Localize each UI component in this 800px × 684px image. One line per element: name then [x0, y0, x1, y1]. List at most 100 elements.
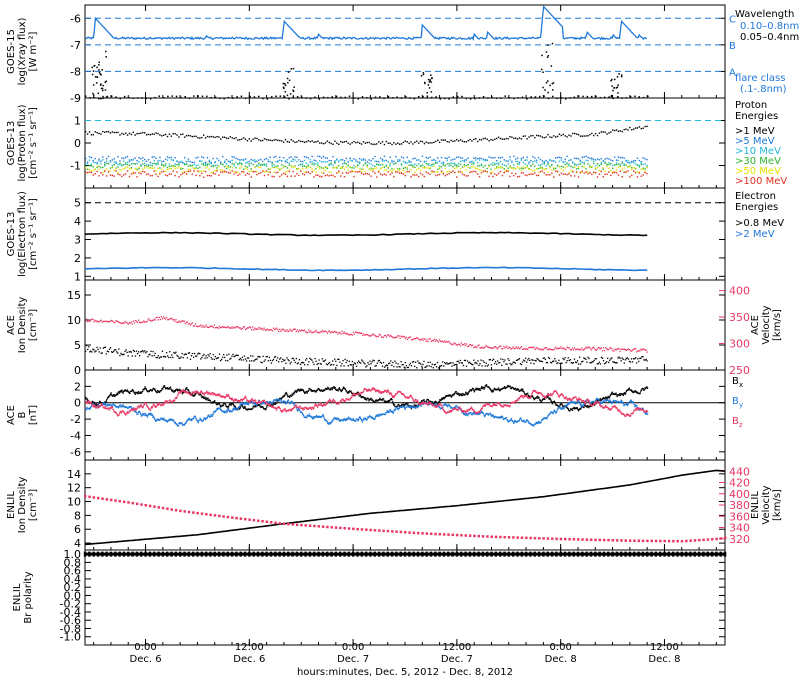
series-ace-density-point [180, 356, 181, 357]
series-proton-point [129, 165, 130, 166]
series-proton-point [403, 173, 404, 174]
series-proton-point [564, 164, 565, 165]
series-ace-velocity-point [240, 327, 241, 328]
series-ace-b-point [331, 422, 332, 423]
series-proton-point [140, 133, 141, 134]
series-ace-b-point [262, 403, 263, 404]
series-ace-b-point [225, 404, 226, 405]
series-proton-point [249, 163, 250, 164]
series-proton-point [182, 163, 183, 164]
series-proton-point [437, 162, 438, 163]
series-proton-point [182, 134, 183, 135]
series-ace-b-point [261, 404, 262, 405]
series-xray-short-point [614, 79, 616, 81]
series-ace-b-point [640, 392, 641, 393]
series-proton-point [603, 168, 604, 169]
series-xray-short-point [517, 97, 519, 99]
series-ace-b-point [173, 391, 174, 392]
series-ace-density-point [150, 351, 151, 352]
series-ace-density-point [619, 358, 620, 359]
series-proton-point [591, 174, 592, 175]
series-proton-point [374, 156, 375, 157]
series-proton-point [186, 164, 187, 165]
series-xray-short-point [228, 97, 230, 99]
series-ace-density-point [251, 360, 252, 361]
series-ace-b-point [139, 391, 140, 392]
series-ace-b-point [338, 418, 339, 419]
series-proton-point [308, 166, 309, 167]
series-ace-density-point [594, 360, 595, 361]
series-proton-point [319, 166, 320, 167]
series-xray-short-point [546, 82, 548, 84]
series-ace-density-point [275, 356, 276, 357]
series-ace-density-point [603, 360, 604, 361]
series-proton-point [625, 164, 626, 165]
series-ace-velocity-point [516, 346, 517, 347]
series-proton-point [555, 170, 556, 171]
series-proton-point [273, 171, 274, 172]
series-ace-b-point [340, 389, 341, 390]
series-proton-point [601, 162, 602, 163]
series-proton-point [593, 159, 594, 160]
series-ace-b-point [456, 391, 457, 392]
series-ace-density-point [580, 363, 581, 364]
series-ace-density-point [371, 361, 372, 362]
series-ace-density-point [405, 362, 406, 363]
series-ace-velocity-point [502, 348, 503, 349]
series-ace-b-point [330, 389, 331, 390]
series-proton-point [464, 161, 465, 162]
series-ace-density-point [212, 359, 213, 360]
series-xray-short-point [167, 96, 169, 98]
series-proton-point [369, 162, 370, 163]
series-proton-point [431, 165, 432, 166]
series-proton-point [87, 161, 88, 162]
series-ace-density-point [441, 365, 442, 366]
series-proton-point [623, 167, 624, 168]
series-proton-point [125, 167, 126, 168]
series-ace-density-point [493, 359, 494, 360]
series-ace-density-point [223, 354, 224, 355]
series-ace-b-point [451, 407, 452, 408]
series-ace-b-point [121, 390, 122, 391]
series-proton-point [422, 174, 423, 175]
series-proton-point [618, 167, 619, 168]
series-proton-point [475, 138, 476, 139]
series-proton-point [268, 171, 269, 172]
series-ace-velocity-point [608, 349, 609, 350]
series-proton-point [620, 157, 621, 158]
series-ace-density-point [282, 359, 283, 360]
series-proton-point [433, 171, 434, 172]
series-ace-density-point [625, 359, 626, 360]
series-ace-density-point [290, 362, 291, 363]
series-ace-velocity-point [288, 330, 289, 331]
series-ace-velocity-point [560, 346, 561, 347]
series-ace-density-point [333, 364, 334, 365]
series-proton-point [163, 171, 164, 172]
series-proton-point [597, 135, 598, 136]
series-xray-short-point [569, 97, 571, 99]
series-ace-b-point [239, 407, 240, 408]
series-ace-b-point [623, 395, 624, 396]
series-proton-point [496, 174, 497, 175]
axis-label-xray: log(Xray flux) [17, 18, 28, 86]
series-proton-point [370, 164, 371, 165]
series-proton-point [410, 165, 411, 166]
series-ace-b-point [86, 409, 87, 410]
series-proton-point [601, 158, 602, 159]
series-proton-point [340, 167, 341, 168]
series-ace-velocity-point [89, 321, 90, 322]
series-ace-b-point [407, 405, 408, 406]
series-proton-point [603, 131, 604, 132]
series-proton-point [606, 174, 607, 175]
series-proton-point [167, 156, 168, 157]
axis-label-enlil-density: ENLIL [6, 491, 17, 519]
series-ace-density-point [616, 362, 617, 363]
series-proton-point [239, 159, 240, 160]
series-proton-point [184, 164, 185, 165]
series-ace-density-point [118, 348, 119, 349]
series-ace-b-point [113, 394, 114, 395]
series-ace-b-point [459, 395, 460, 396]
series-ace-density-point [632, 361, 633, 362]
series-ace-density-point [628, 358, 629, 359]
series-xray-short-point [92, 93, 94, 95]
